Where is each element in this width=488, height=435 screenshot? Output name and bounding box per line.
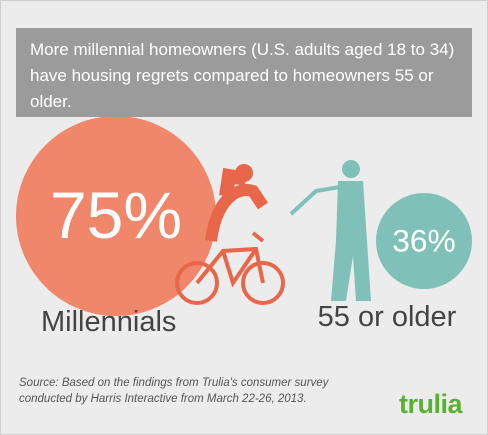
value-circle	[16, 116, 216, 316]
category-label: 55 or older	[318, 301, 457, 333]
value-circle	[376, 193, 472, 289]
cyclist-icon	[175, 164, 285, 305]
value-label: 36%	[392, 223, 455, 259]
logo: trulia	[399, 389, 463, 419]
headline: More millennial homeowners (U.S. adults …	[16, 28, 472, 117]
category-label: Millennials	[41, 306, 176, 338]
golfer-icon	[289, 160, 371, 301]
source-note: Source: Based on the findings from Truli…	[19, 377, 329, 405]
value-label: 75%	[50, 178, 182, 252]
